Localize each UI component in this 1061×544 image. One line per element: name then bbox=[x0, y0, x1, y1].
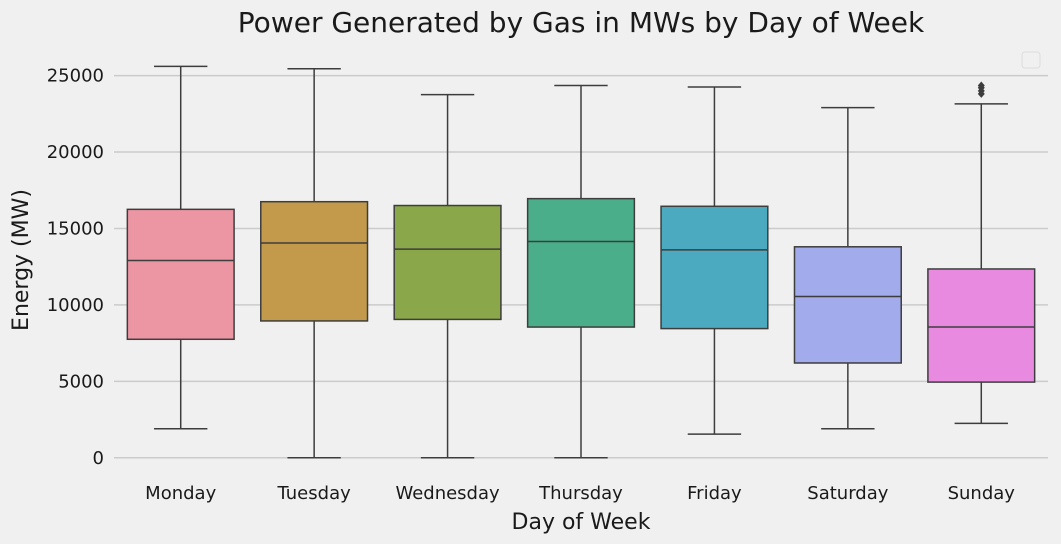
y-tick-label: 20000 bbox=[47, 142, 104, 163]
y-tick-label: 10000 bbox=[47, 295, 104, 316]
box-friday bbox=[660, 86, 769, 435]
box-wednesday bbox=[393, 93, 502, 459]
y-tick-label: 15000 bbox=[47, 218, 104, 239]
x-tick-label: Friday bbox=[687, 483, 742, 504]
box-sunday bbox=[927, 81, 1036, 425]
box-plots bbox=[126, 65, 1036, 459]
box-iqr bbox=[393, 204, 502, 321]
x-tick-label: Thursday bbox=[538, 483, 623, 504]
legend-box bbox=[1021, 51, 1041, 69]
x-tick-label: Tuesday bbox=[277, 483, 352, 504]
y-tick-label: 0 bbox=[93, 448, 104, 469]
chart-title: Power Generated by Gas in MWs by Day of … bbox=[238, 6, 925, 39]
box-iqr bbox=[793, 246, 902, 364]
box-iqr bbox=[126, 208, 235, 341]
x-tick-label: Monday bbox=[145, 483, 216, 504]
box-iqr bbox=[260, 200, 369, 322]
box-iqr bbox=[660, 205, 769, 330]
box-tuesday bbox=[260, 67, 369, 459]
box-thursday bbox=[526, 84, 636, 459]
y-tick-label: 5000 bbox=[58, 371, 104, 392]
x-tick-label: Wednesday bbox=[395, 483, 500, 504]
x-axis-label: Day of Week bbox=[512, 510, 651, 535]
x-tick-labels: Monday Tuesday Wednesday Thursday Friday Satu… bbox=[145, 483, 1015, 504]
y-tick-labels: 0 5000 10000 15000 20000 25000 bbox=[47, 66, 104, 469]
box-iqr bbox=[526, 197, 636, 328]
box-saturday bbox=[793, 106, 902, 430]
y-axis-label: Energy (MW) bbox=[9, 189, 34, 331]
y-tick-label: 25000 bbox=[47, 66, 104, 87]
x-tick-label: Saturday bbox=[807, 483, 888, 504]
box-monday bbox=[126, 65, 235, 430]
outlier-point bbox=[977, 81, 985, 90]
box-iqr bbox=[927, 268, 1036, 383]
x-tick-label: Sunday bbox=[948, 483, 1016, 504]
